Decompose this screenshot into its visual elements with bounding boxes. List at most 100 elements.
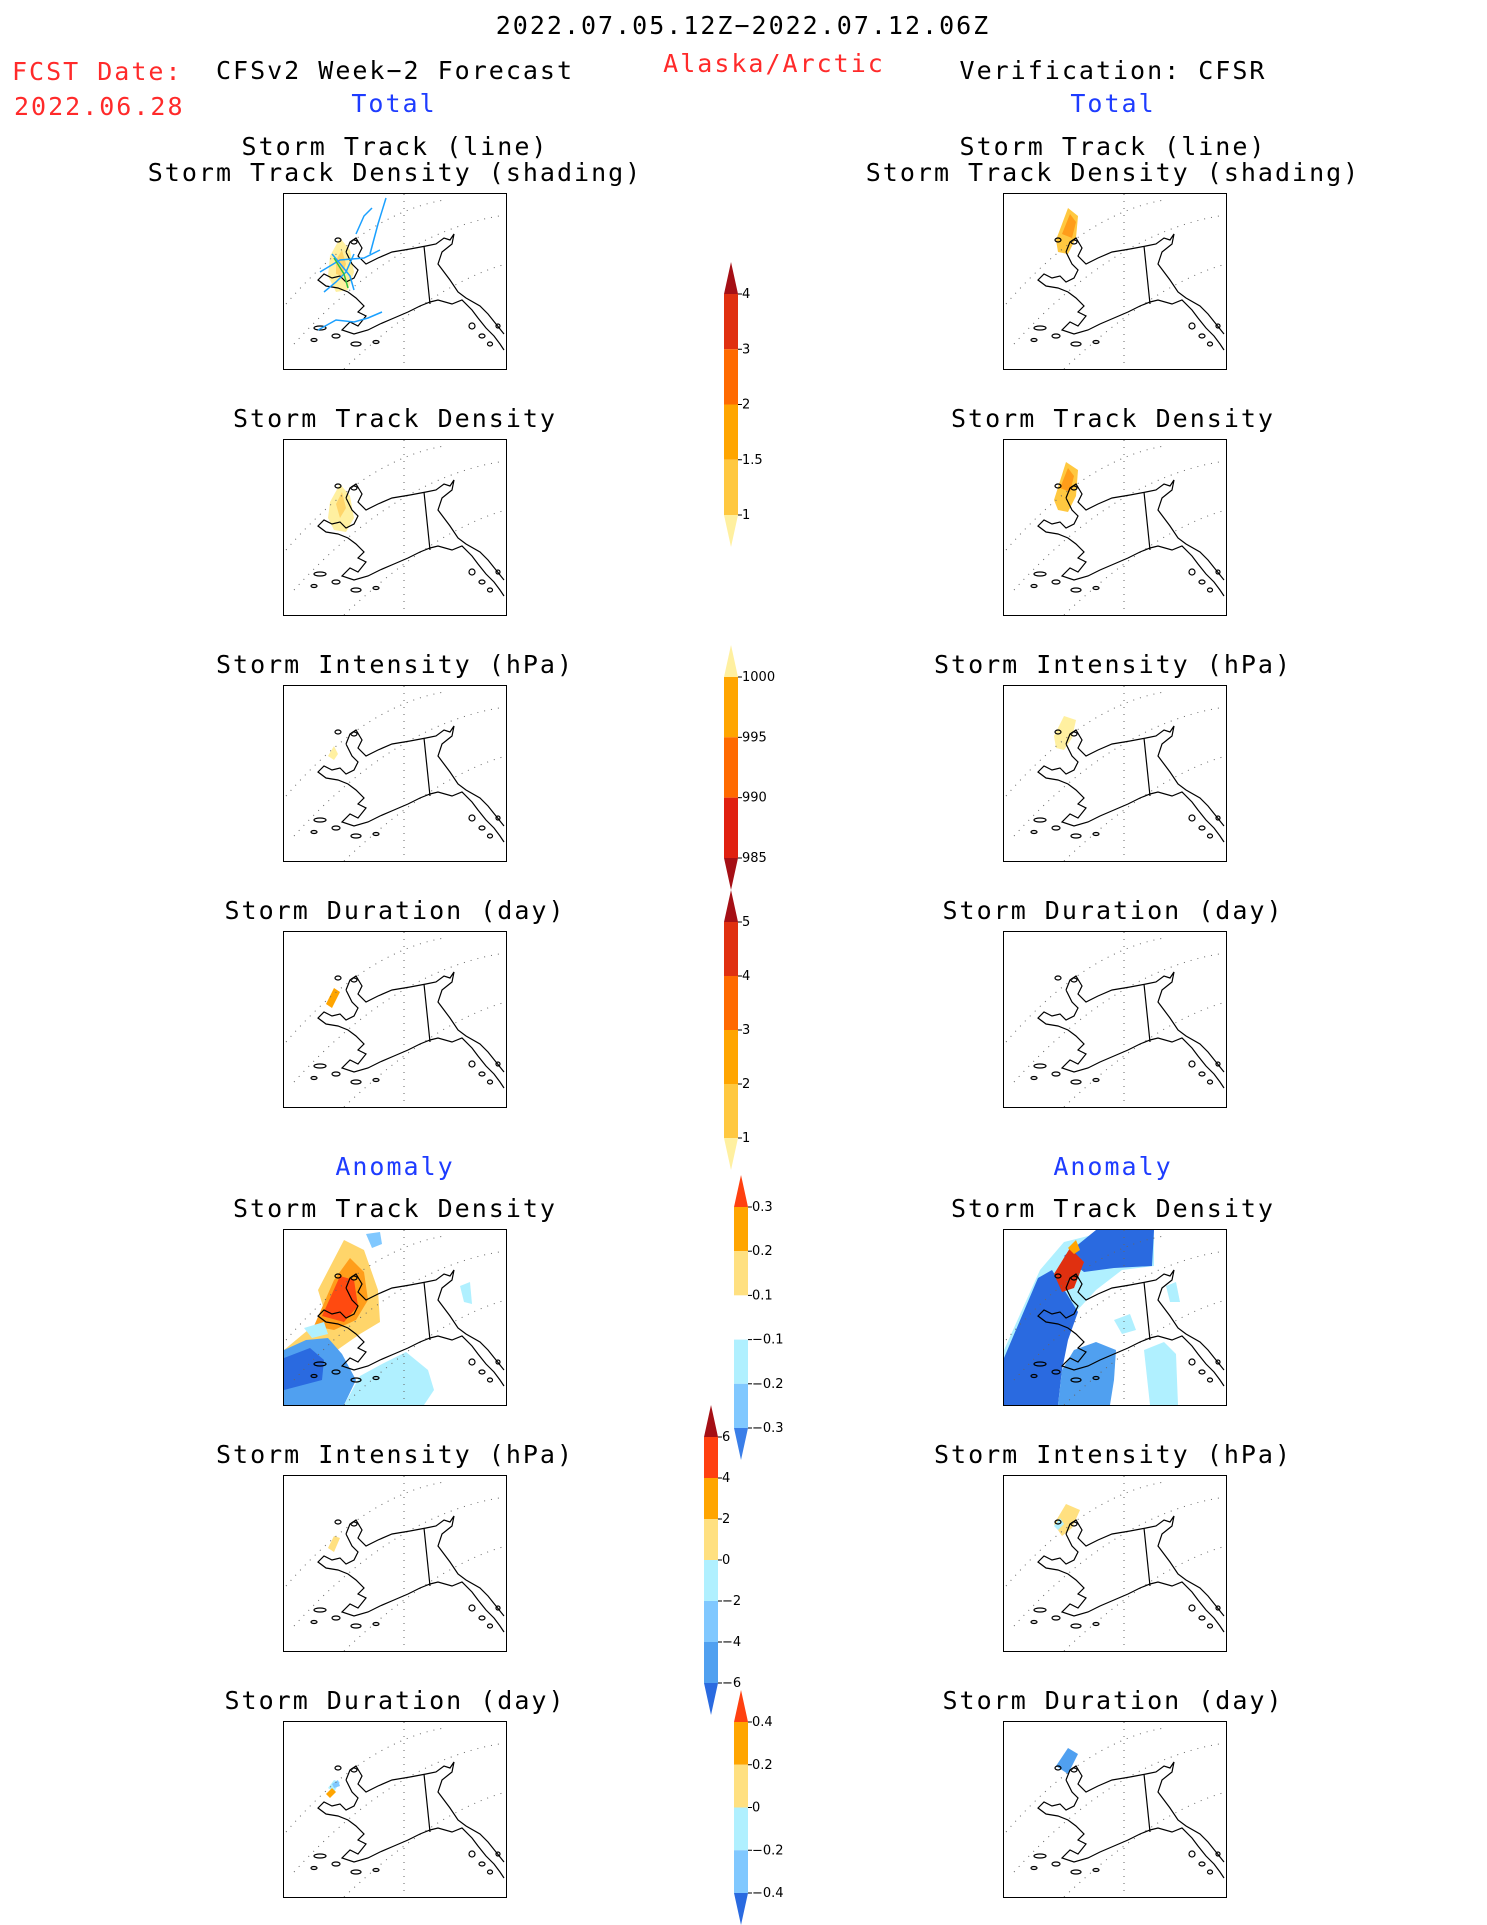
title-duration-right: Storm Duration (day) [942,896,1284,925]
colorbar-segment [704,1642,718,1683]
title-anom-density-left: Storm Track Density [233,1194,557,1223]
colorbar-top-arrow [724,890,738,922]
colorbar-segment [704,1519,718,1560]
colorbar-bottom-arrow [734,1428,748,1460]
title-anom-intensity-left: Storm Intensity (hPa) [215,1440,575,1469]
map-canvas [1005,686,1226,861]
storm-track-lines [317,197,387,331]
colorbar-label: 5 [742,915,750,930]
colorbar-label: 3 [742,342,750,357]
colorbar-intensity-anomaly: 6 4 2 0 −2 −4 −6 [704,1405,741,1715]
colorbar-label: −4 [722,1635,741,1650]
map-canvas [1004,1230,1226,1405]
colorbar-label: 4 [742,969,750,984]
colorbar-segment [724,976,738,1030]
shading-region [366,1232,382,1248]
colorbar-segment [734,1295,748,1340]
colorbar-label: 985 [742,851,767,866]
colorbar-label: 3 [742,1023,750,1038]
colorbar-segment [724,294,738,350]
shading-region [326,988,340,1008]
title-density-left: Storm Track Density [233,404,557,433]
map-canvas [285,686,506,861]
colorbar-segment [724,737,738,798]
colorbar-label: 995 [742,730,767,745]
colorbar-segment [704,1601,718,1642]
title-anom-duration-left: Storm Duration (day) [224,1686,566,1715]
colorbar-label: −0.1 [752,1333,784,1348]
map-canvas [285,440,506,615]
map-verification-duration [1003,931,1227,1108]
map-verification-storm-track [1003,193,1227,370]
colorbar-bottom-arrow [724,1138,738,1170]
colorbar-label: −0.2 [752,1377,784,1392]
total-label-left: Total [351,89,437,118]
colorbar-density-anomaly: 0.3 0.2 0.1 −0.1 −0.2 −0.3 [734,1175,784,1460]
colorbar-segment [724,922,738,976]
colorbar-segment [734,1722,748,1765]
shading-region [460,1282,472,1304]
shading-region [1068,1240,1080,1254]
colorbar-label: 0.3 [752,1200,773,1215]
colorbar-top-arrow [734,1175,748,1207]
total-label-right: Total [1070,89,1156,118]
colorbar-duration-anomaly: 0.4 0.2 0 −0.2 −0.4 [734,1690,784,1925]
colorbar-segment [724,1030,738,1084]
shading-region [332,1780,340,1788]
anomaly-label-right: Anomaly [1053,1152,1173,1181]
colorbar-bottom-arrow [734,1893,748,1925]
shading-region [304,1322,328,1338]
colorbar-label: 0.4 [752,1715,773,1730]
colorbar-top-arrow [734,1690,748,1722]
map-canvas [285,932,506,1107]
colorbar-segment [724,404,738,460]
colorbar-segment [704,1437,718,1478]
colorbar-label: 0.2 [752,1244,773,1259]
colorbar-label: 2 [742,398,750,413]
colorbar-label: 4 [722,1471,730,1486]
map-verification-intensity [1003,685,1227,862]
colorbar-segment [734,1251,748,1296]
verification-column-title: Verification: CFSR [959,56,1267,85]
colorbar-intensity-total: 1000995990985980 [724,645,775,890]
colorbar-label: 1 [742,508,750,523]
colorbar-label: 0.2 [752,1758,773,1773]
map-verification-track-density [1003,439,1227,616]
map-forecast-track-density [283,439,507,616]
map-forecast-intensity-anomaly [283,1475,507,1652]
shading-region [1058,1342,1116,1405]
colorbar-label: −6 [722,1676,741,1691]
colorbar-label: 0 [752,1801,760,1816]
title-intensity-left: Storm Intensity (hPa) [215,650,575,679]
forecast-column-title: CFSv2 Week−2 Forecast [215,56,575,85]
map-canvas [284,1230,506,1405]
period-title: 2022.07.05.12Z−2022.07.12.06Z [495,11,991,40]
shading-region [322,1276,358,1322]
shading-region [1166,1282,1180,1302]
colorbar-segment [724,797,738,858]
colorbar-bottom-arrow [724,515,738,547]
shading-region [1054,1248,1084,1292]
shading-region [336,492,346,518]
title-track-shading-left: Storm Track Density (shading) [147,158,643,187]
colorbar-label: 1.5 [742,453,763,468]
map-forecast-density-anomaly [283,1229,507,1406]
colorbar-bottom-arrow [724,858,738,890]
shading-region [326,1788,336,1798]
colorbar-top-arrow [724,262,738,294]
map-canvas [1005,440,1226,615]
map-verification-density-anomaly [1003,1229,1227,1406]
map-canvas [1005,1722,1226,1897]
shading-region [344,1352,434,1405]
title-anom-intensity-right: Storm Intensity (hPa) [933,1440,1293,1469]
colorbar-label: 1000 [742,670,775,685]
colorbar-segment [704,1478,718,1519]
storm-track-line-green [333,257,349,289]
colorbar-label: 2 [722,1512,730,1527]
title-track-line-left: Storm Track (line) [241,132,549,161]
shading-region [1054,716,1076,750]
map-forecast-storm-track [283,193,507,370]
shading-region [328,746,338,760]
map-canvas [1005,1476,1226,1651]
